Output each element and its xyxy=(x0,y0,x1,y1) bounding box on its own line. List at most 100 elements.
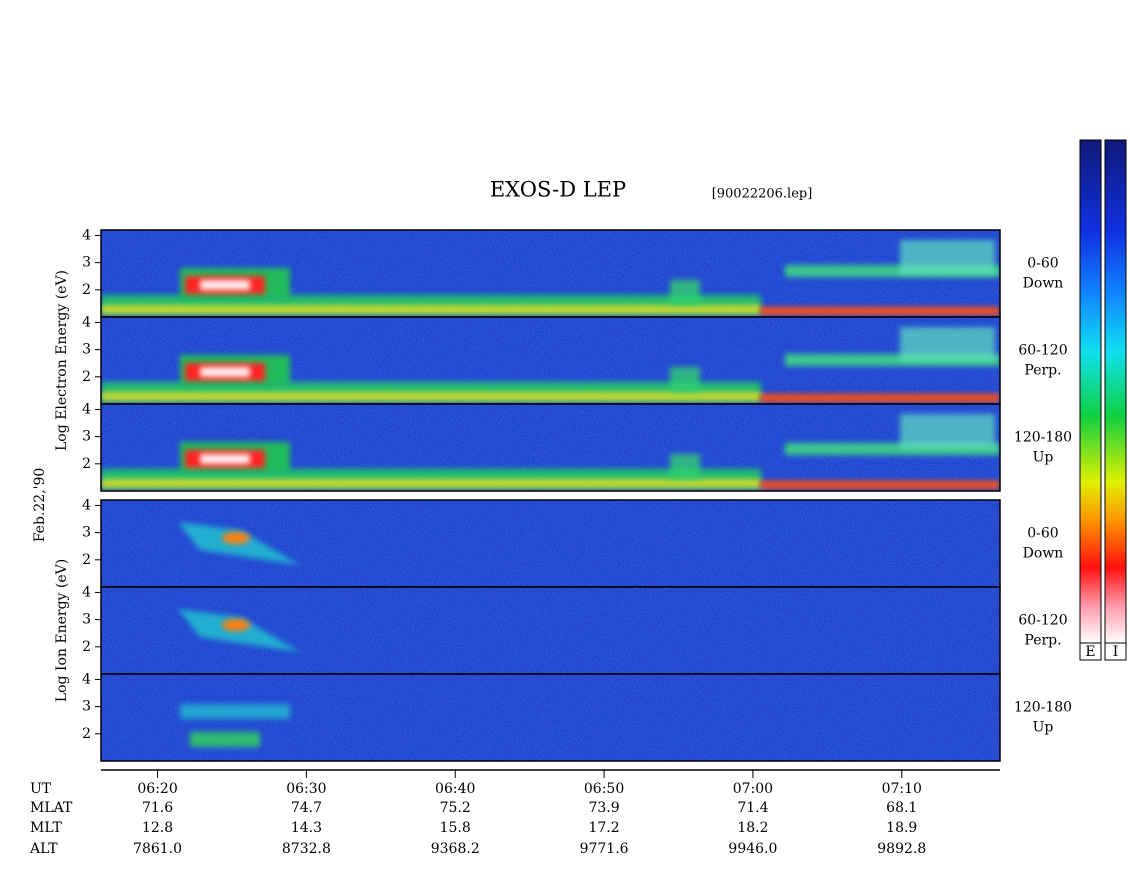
orbit-value: 12.8 xyxy=(142,820,173,836)
row-label: ALT xyxy=(29,841,58,857)
spectrogram xyxy=(101,317,1000,404)
panel: 2 3 4 xyxy=(82,314,1001,405)
band xyxy=(670,367,700,392)
colorbar-label: I xyxy=(1113,644,1119,660)
spectrogram xyxy=(101,587,1000,674)
y-tick-label: 4 xyxy=(82,584,91,600)
orbit-value: 73.9 xyxy=(588,800,619,816)
y-tick-label: 4 xyxy=(82,401,91,417)
colorbar xyxy=(1104,139,1127,644)
y-tick-label: 3 xyxy=(82,699,91,715)
colorbar-label-box xyxy=(1104,642,1127,661)
panel: 2 3 4 xyxy=(82,227,1001,318)
y-tick-label: 3 xyxy=(82,255,91,271)
row-label: MLAT xyxy=(30,800,73,816)
band xyxy=(900,240,995,275)
y-tick-label: 2 xyxy=(82,282,91,298)
band xyxy=(670,280,700,305)
y-tick-label: 2 xyxy=(82,456,91,472)
x-tick-label: 06:40 xyxy=(435,781,475,797)
band xyxy=(222,532,250,544)
band xyxy=(101,392,761,401)
x-tick-label: 06:50 xyxy=(584,781,624,797)
band xyxy=(101,305,761,314)
orbit-value: 15.8 xyxy=(440,820,471,836)
orbit-value: 9771.6 xyxy=(580,841,629,857)
y-axis-label: Log Ion Energy (eV) xyxy=(54,559,70,702)
orbit-value: 75.2 xyxy=(440,800,471,816)
band xyxy=(900,414,995,449)
y-tick-label: 3 xyxy=(82,612,91,628)
colorbar-label-box xyxy=(1079,642,1102,661)
x-tick-label: 07:10 xyxy=(882,781,922,797)
row-label: UT xyxy=(30,781,52,797)
band xyxy=(670,454,700,479)
band xyxy=(200,367,250,377)
panel: 2 3 4 xyxy=(82,497,1001,588)
band xyxy=(200,280,250,290)
orbit-value: 71.4 xyxy=(737,800,768,816)
x-tick-label: 06:30 xyxy=(286,781,326,797)
orbit-value: 17.2 xyxy=(588,820,619,836)
x-tick-label: 07:00 xyxy=(733,781,773,797)
y-tick-label: 3 xyxy=(82,342,91,358)
spectrogram xyxy=(101,674,1000,761)
orbit-value: 68.1 xyxy=(886,800,917,816)
band xyxy=(900,327,995,362)
orbit-value: 18.9 xyxy=(886,820,917,836)
band xyxy=(760,481,1000,489)
band xyxy=(180,704,290,719)
y-axis-label: Log Electron Energy (eV) xyxy=(54,270,70,451)
panel: 2 3 4 xyxy=(82,401,1001,492)
orbit-value: 14.3 xyxy=(291,820,322,836)
y-tick-label: 4 xyxy=(82,227,91,243)
band xyxy=(101,479,761,488)
chart-title: EXOS-D LEP xyxy=(490,178,626,202)
band xyxy=(760,394,1000,402)
spectrogram xyxy=(101,230,1000,317)
y-tick-label: 2 xyxy=(82,369,91,385)
panel-label: 0-60 xyxy=(1027,256,1058,272)
panel: 2 3 4 xyxy=(82,671,1001,762)
band xyxy=(222,619,250,631)
panel-label: Perp. xyxy=(1024,633,1061,649)
spectrogram xyxy=(101,500,1000,587)
panel-frame xyxy=(100,673,1001,762)
orbit-value: 8732.8 xyxy=(282,841,331,857)
band xyxy=(200,454,250,464)
y-tick-label: 2 xyxy=(82,726,91,742)
y-tick-label: 4 xyxy=(82,671,91,687)
orbit-value: 74.7 xyxy=(291,800,322,816)
panel-label: Perp. xyxy=(1024,363,1061,379)
orbit-value: 9892.8 xyxy=(877,841,926,857)
y-tick-label: 2 xyxy=(82,639,91,655)
orbit-value: 9946.0 xyxy=(728,841,777,857)
spectrogram xyxy=(101,404,1000,491)
orbit-value: 7861.0 xyxy=(133,841,182,857)
panel-label: Down xyxy=(1023,276,1064,292)
date-label: Feb.22,'90 xyxy=(32,468,48,543)
y-tick-label: 3 xyxy=(82,429,91,445)
orbit-value: 71.6 xyxy=(142,800,173,816)
panel-frame xyxy=(100,403,1001,492)
orbit-value: 18.2 xyxy=(737,820,768,836)
colorbar xyxy=(1079,139,1102,644)
panel-label: 120-180 xyxy=(1014,700,1072,716)
chart-subtitle: [90022206.lep] xyxy=(712,187,813,202)
panel-label: 0-60 xyxy=(1027,526,1058,542)
colorbar-label: E xyxy=(1085,644,1095,660)
panel: 2 3 4 xyxy=(82,584,1001,675)
y-tick-label: 4 xyxy=(82,497,91,513)
panel-label: Up xyxy=(1033,720,1054,736)
panel-label: 60-120 xyxy=(1018,343,1067,359)
x-tick-label: 06:20 xyxy=(137,781,177,797)
row-label: MLT xyxy=(30,820,62,836)
panel-label: 120-180 xyxy=(1014,430,1072,446)
orbit-value: 9368.2 xyxy=(431,841,480,857)
y-tick-label: 4 xyxy=(82,314,91,330)
band xyxy=(760,307,1000,315)
panel-label: 60-120 xyxy=(1018,613,1067,629)
panel-label: Up xyxy=(1033,450,1054,466)
y-tick-label: 3 xyxy=(82,525,91,541)
